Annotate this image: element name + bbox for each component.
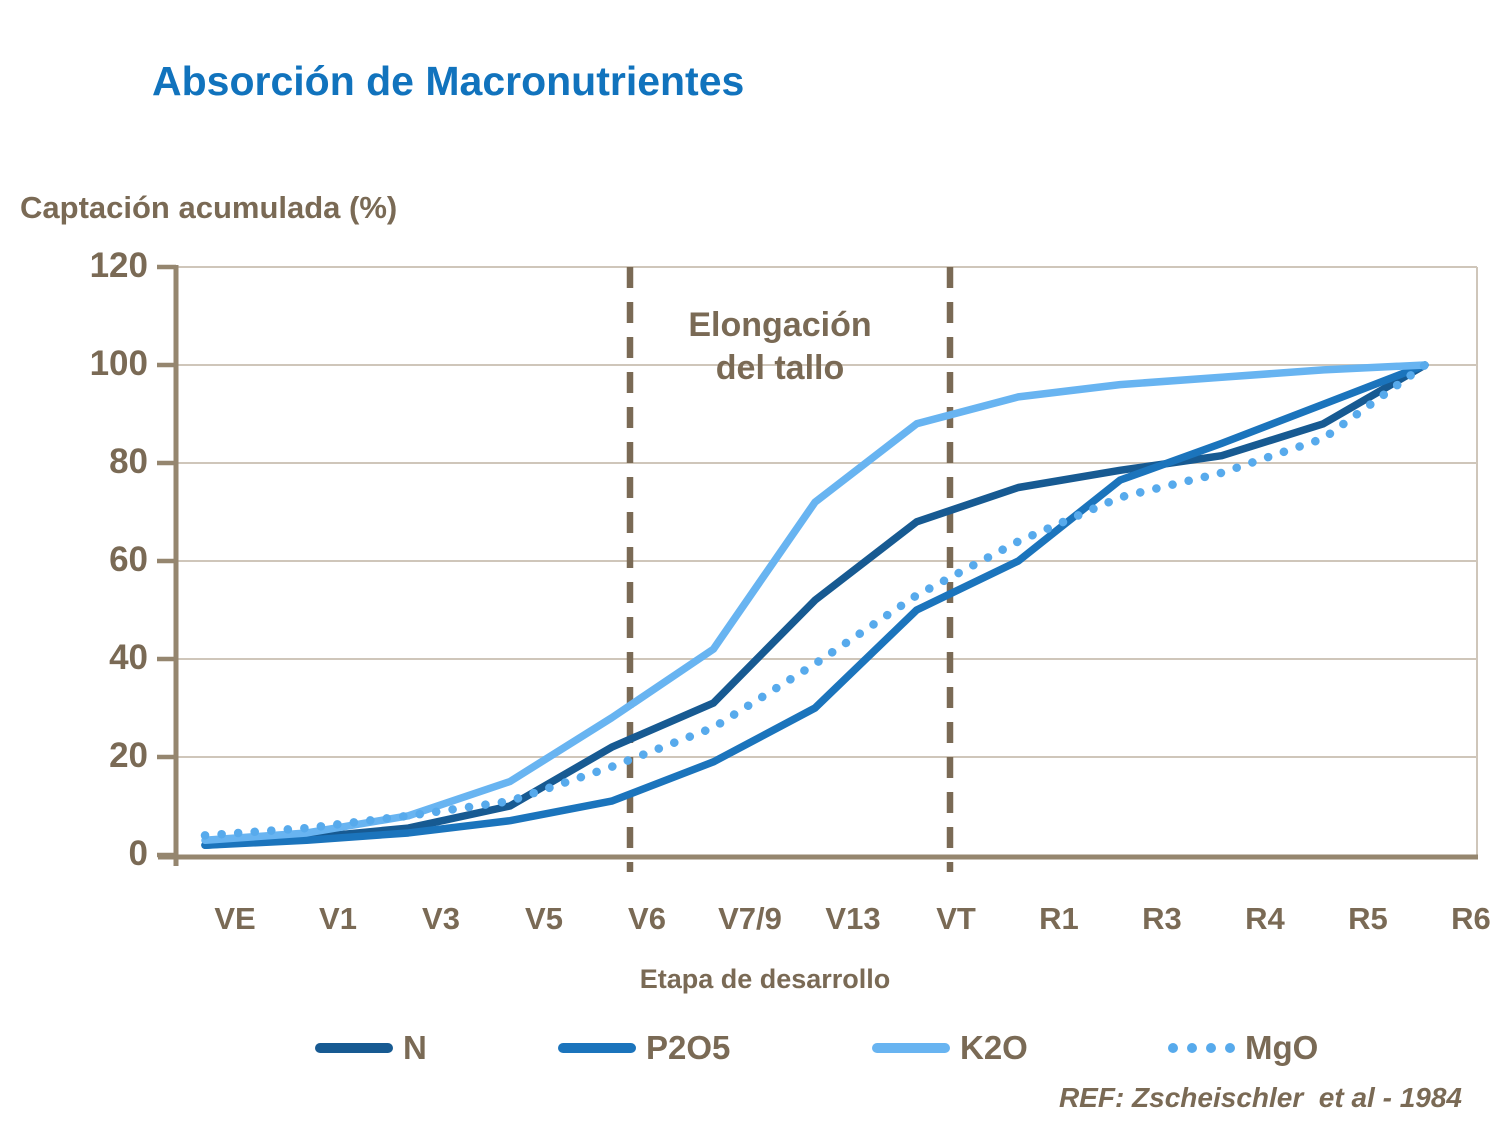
legend-item-mgo: MgO bbox=[1168, 1026, 1318, 1070]
x-tick-label-vt: VT bbox=[936, 901, 976, 936]
x-tick-label-r1: R1 bbox=[1039, 901, 1079, 936]
legend-dot bbox=[1225, 1043, 1235, 1053]
y-tick-label-20: 20 bbox=[109, 736, 148, 775]
stage-annotation-line2: del tallo bbox=[715, 349, 845, 387]
legend-item-k2o: K2O bbox=[872, 1026, 1028, 1070]
stage-annotation: Elongación del tallo bbox=[620, 304, 940, 390]
x-tick-label-v6: V6 bbox=[628, 901, 666, 936]
x-tick-label-r4: R4 bbox=[1245, 901, 1285, 936]
x-tick-label-v1: V1 bbox=[319, 901, 357, 936]
series-line-p2o5 bbox=[201, 361, 1429, 849]
series-line-k2o bbox=[201, 361, 1429, 845]
series-line-n bbox=[201, 361, 1429, 849]
x-axis-title: Etapa de desarrollo bbox=[639, 964, 891, 994]
legend-swatch-line bbox=[558, 1043, 636, 1053]
y-tick-label-40: 40 bbox=[109, 638, 148, 677]
legend-item-p2o5: P2O5 bbox=[558, 1026, 730, 1070]
legend-label: N bbox=[403, 1029, 427, 1066]
reference-text: REF: Zscheischler et al - 1984 bbox=[1058, 1082, 1462, 1113]
x-tick-label-v7-9: V7/9 bbox=[718, 901, 782, 936]
x-tick-label-v3: V3 bbox=[422, 901, 460, 936]
y-tick-label-0: 0 bbox=[128, 834, 148, 873]
legend-swatch-dotted bbox=[1168, 1043, 1235, 1053]
legend-dot bbox=[1206, 1043, 1216, 1053]
legend-label: K2O bbox=[960, 1029, 1028, 1066]
y-tick-label-100: 100 bbox=[89, 344, 148, 383]
y-tick-label-80: 80 bbox=[109, 442, 148, 481]
y-tick-label-120: 120 bbox=[89, 246, 148, 285]
legend-swatch-line bbox=[315, 1043, 393, 1053]
page-title: Absorción de Macronutrientes bbox=[152, 58, 745, 104]
x-tick-label-r5: R5 bbox=[1348, 901, 1388, 936]
x-tick-label-v13: V13 bbox=[825, 901, 881, 936]
x-tick-label-v5: V5 bbox=[525, 901, 563, 936]
legend-item-n: N bbox=[315, 1026, 427, 1070]
y-axis-title: Captación acumulada (%) bbox=[20, 190, 398, 225]
stage-annotation-line1: Elongación bbox=[688, 306, 872, 344]
x-tick-label-r3: R3 bbox=[1142, 901, 1182, 936]
legend-label: P2O5 bbox=[646, 1029, 731, 1066]
y-tick-label-60: 60 bbox=[109, 540, 148, 579]
series-line-mgo bbox=[200, 360, 1430, 840]
x-tick-label-ve: VE bbox=[214, 901, 256, 936]
x-tick-label-r6: R6 bbox=[1451, 901, 1491, 936]
legend-label: MgO bbox=[1245, 1029, 1319, 1066]
legend-dot bbox=[1187, 1043, 1197, 1053]
legend-dot bbox=[1168, 1043, 1178, 1053]
legend-swatch-line bbox=[872, 1043, 950, 1053]
